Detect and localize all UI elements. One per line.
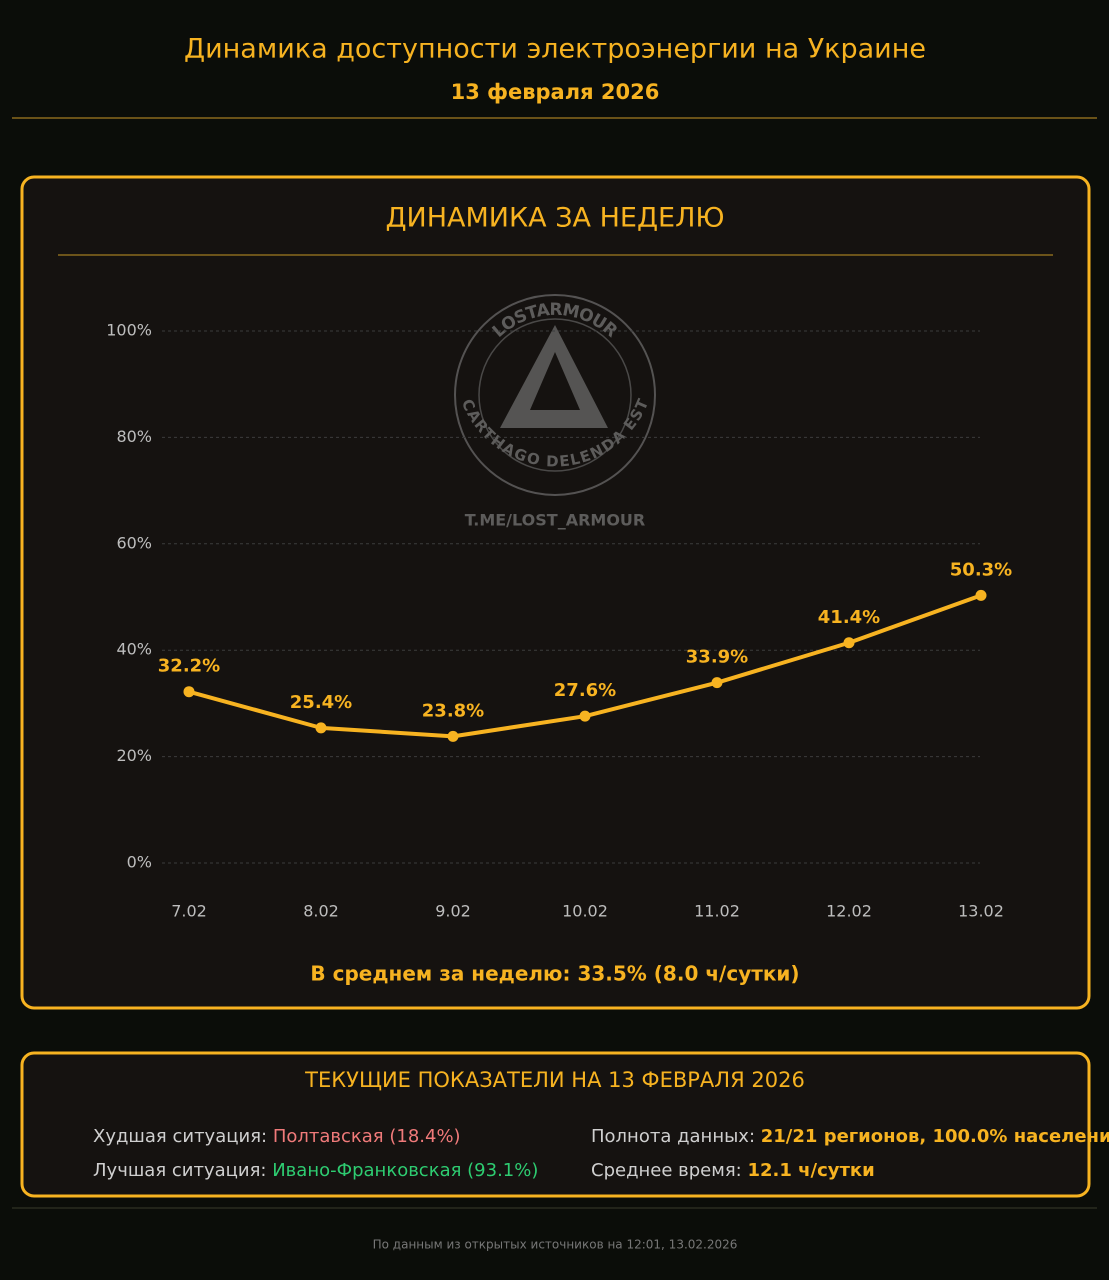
point bbox=[447, 730, 459, 742]
y-tick-label: 100% bbox=[106, 321, 152, 340]
point bbox=[183, 686, 195, 698]
value-label: 32.2% bbox=[158, 656, 220, 677]
stat-row: Среднее время: 12.1 ч/сутки bbox=[591, 1160, 875, 1181]
stat-row: Лучшая ситуация: Ивано-Франковская (93.1… bbox=[93, 1160, 538, 1181]
chart-title: ДИНАМИКА ЗА НЕДЕЛЮ bbox=[385, 203, 724, 234]
stat-label: Среднее время: bbox=[591, 1160, 742, 1181]
x-tick-label: 8.02 bbox=[303, 902, 339, 921]
value-label: 27.6% bbox=[554, 680, 616, 701]
stat-label: Худшая ситуация: bbox=[93, 1126, 267, 1147]
stat-row: Худшая ситуация: Полтавская (18.4%) bbox=[93, 1126, 461, 1147]
y-tick-label: 20% bbox=[116, 746, 152, 765]
stats-title: ТЕКУЩИЕ ПОКАЗАТЕЛИ НА 13 ФЕВРАЛЯ 2026 bbox=[304, 1068, 805, 1092]
value-label: 41.4% bbox=[818, 607, 880, 628]
x-tick-label: 12.02 bbox=[826, 902, 872, 921]
stat-value: Полтавская (18.4%) bbox=[273, 1126, 461, 1147]
point bbox=[579, 710, 591, 722]
stat-value: Ивано-Франковская (93.1%) bbox=[272, 1160, 538, 1181]
stat-label: Лучшая ситуация: bbox=[93, 1160, 266, 1181]
footer: По данным из открытых источников на 12:0… bbox=[373, 1238, 738, 1252]
x-tick-label: 10.02 bbox=[562, 902, 608, 921]
x-tick-label: 13.02 bbox=[958, 902, 1004, 921]
y-tick-label: 40% bbox=[116, 640, 152, 659]
value-label: 33.9% bbox=[686, 647, 748, 668]
x-tick-label: 7.02 bbox=[171, 902, 207, 921]
y-tick-label: 80% bbox=[116, 427, 152, 446]
value-label: 23.8% bbox=[422, 700, 484, 721]
y-tick-label: 0% bbox=[127, 853, 152, 872]
stat-value: 12.1 ч/сутки bbox=[747, 1160, 874, 1181]
stat-value: 21/21 регионов, 100.0% населения bbox=[761, 1126, 1109, 1147]
watermark-ring bbox=[478, 318, 632, 472]
watermark-ring bbox=[454, 294, 656, 496]
watermark-link: T.ME/LOST_ARMOUR bbox=[465, 511, 645, 530]
y-tick-label: 60% bbox=[116, 533, 152, 552]
point bbox=[315, 722, 327, 734]
point bbox=[711, 677, 723, 689]
chart-panel bbox=[20, 175, 1091, 1010]
stat-label: Полнота данных: bbox=[591, 1126, 755, 1147]
chart-note: В среднем за неделю: 33.5% (8.0 ч/сутки) bbox=[310, 962, 799, 986]
point bbox=[975, 589, 987, 601]
stats-panel bbox=[20, 1051, 1091, 1198]
x-tick-label: 11.02 bbox=[694, 902, 740, 921]
page-title: Динамика доступности электроэнергии на У… bbox=[184, 34, 926, 65]
plot: 0% 20% 40% 60% 80% 100% 7.02 8.02 9.02 10.02 11.02… bbox=[106, 321, 1012, 921]
watermark-logo bbox=[500, 325, 608, 428]
x-tick-label: 9.02 bbox=[435, 902, 471, 921]
value-label: 50.3% bbox=[950, 559, 1012, 580]
stat-row: Полнота данных: 21/21 регионов, 100.0% н… bbox=[591, 1126, 1109, 1147]
value-label: 25.4% bbox=[290, 692, 352, 713]
point bbox=[843, 637, 855, 649]
page-date: 13 февраля 2026 bbox=[451, 80, 660, 104]
